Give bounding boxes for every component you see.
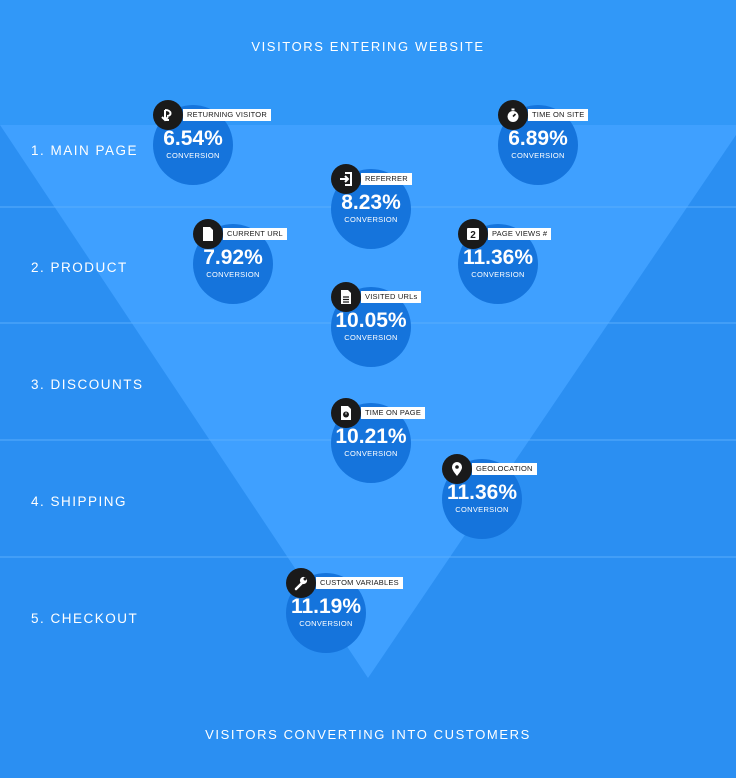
metric-caption: CONVERSION	[344, 215, 398, 224]
page-views-icon: 2	[458, 219, 488, 249]
metric-tag-label: VISITED URLs	[361, 291, 422, 303]
metric-value: 11.19%	[290, 595, 362, 618]
metric-tag-label: TIME ON PAGE	[361, 407, 426, 419]
metric-caption: CONVERSION	[299, 619, 353, 628]
metric-value: 7.92%	[203, 246, 263, 269]
metric-tag-label: REFERRER	[361, 173, 412, 185]
metric-caption: CONVERSION	[344, 333, 398, 342]
metric-caption: CONVERSION	[166, 151, 220, 160]
metric-tag-label: CURRENT URL	[223, 228, 287, 240]
metric-tag-label: RETURNING VISITOR	[183, 109, 271, 121]
time-on-page-icon	[331, 398, 361, 428]
referrer-icon	[331, 164, 361, 194]
metric-tag-label: GEOLOCATION	[472, 463, 537, 475]
location-pin-icon	[442, 454, 472, 484]
header-title: VISITORS ENTERING WEBSITE	[251, 39, 485, 54]
stage-label-checkout: 5. CHECKOUT	[31, 611, 139, 626]
returning-visitor-icon	[153, 100, 183, 130]
metric-caption: CONVERSION	[471, 270, 525, 279]
footer-title: VISITORS CONVERTING INTO CUSTOMERS	[205, 727, 531, 742]
stage-label-product: 2. PRODUCT	[31, 260, 128, 275]
metric-value: 6.54%	[163, 127, 223, 150]
metric-value: 10.05%	[335, 309, 407, 332]
stage-label-shipping: 4. SHIPPING	[31, 494, 128, 509]
metric-value: 6.89%	[508, 127, 568, 150]
metric-value: 10.21%	[335, 425, 407, 448]
wrench-icon	[286, 568, 316, 598]
stage-label-main-page: 1. MAIN PAGE	[31, 143, 139, 158]
metric-tag-label: CUSTOM VARIABLES	[316, 577, 403, 589]
band-top	[0, 0, 736, 125]
stopwatch-icon	[498, 100, 528, 130]
metric-value: 11.36%	[446, 481, 518, 504]
funnel-shape	[0, 125, 736, 678]
stage-label-discounts: 3. DISCOUNTS	[31, 377, 144, 392]
metric-caption: CONVERSION	[206, 270, 260, 279]
metric-tag-label: TIME ON SITE	[528, 109, 589, 121]
metric-caption: CONVERSION	[344, 449, 398, 458]
document-icon	[193, 219, 223, 249]
page-views-icon-number: 2	[470, 230, 476, 241]
visited-urls-icon	[331, 282, 361, 312]
metric-value: 11.36%	[462, 246, 534, 269]
metric-caption: CONVERSION	[511, 151, 565, 160]
metric-tag-label: PAGE VIEWS #	[488, 228, 552, 240]
metric-value: 8.23%	[341, 191, 401, 214]
metric-caption: CONVERSION	[455, 505, 509, 514]
